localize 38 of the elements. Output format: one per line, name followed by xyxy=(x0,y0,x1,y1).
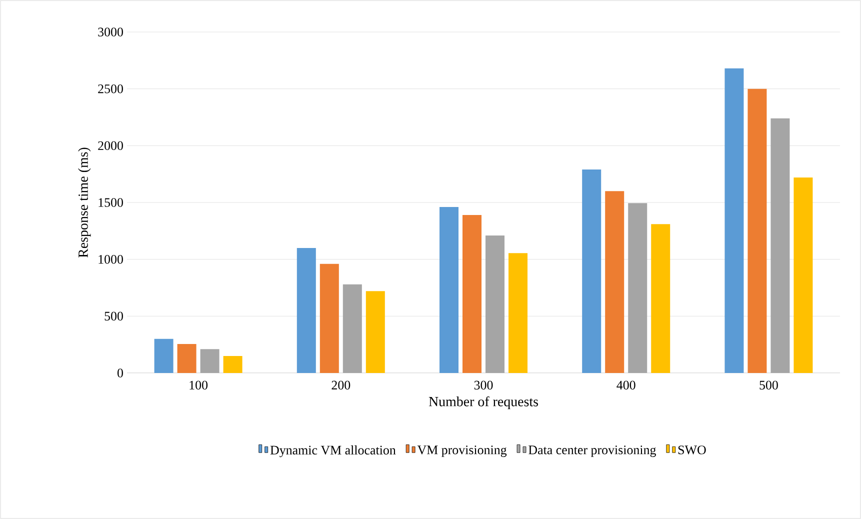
x-tick-label: 500 xyxy=(760,380,778,390)
bar xyxy=(605,191,624,373)
bar xyxy=(770,118,790,373)
x-tick-label: 100 xyxy=(190,380,208,390)
bar xyxy=(462,215,482,373)
y-tick-label: 3000 xyxy=(98,28,123,36)
bar xyxy=(440,207,459,373)
bar xyxy=(320,264,339,373)
bar xyxy=(223,356,242,373)
bar xyxy=(200,349,220,373)
bar xyxy=(154,338,174,373)
bar xyxy=(724,68,744,373)
legend-label: Data center provisioning xyxy=(528,446,656,457)
bar xyxy=(582,170,602,373)
y-tick-label: 1000 xyxy=(98,254,123,264)
x-tick-label: 400 xyxy=(616,380,636,390)
bar xyxy=(366,291,385,373)
bar xyxy=(177,344,196,373)
x-tick-label: 300 xyxy=(474,380,493,390)
bar xyxy=(748,88,767,373)
y-axis-title: Response time (ms) xyxy=(78,148,91,258)
x-axis-title: Number of requests xyxy=(428,396,538,410)
y-tick-label: 0 xyxy=(118,368,123,378)
y-tick-label: 2500 xyxy=(98,84,123,94)
bar xyxy=(296,248,316,373)
bar xyxy=(794,177,813,373)
legend-label: SWO xyxy=(678,446,706,454)
y-tick-label: 1500 xyxy=(98,198,123,207)
y-tick-label: 2000 xyxy=(98,141,123,150)
bar xyxy=(342,284,362,373)
bar xyxy=(628,203,648,373)
x-tick-label: 200 xyxy=(332,380,350,390)
bar xyxy=(508,253,528,373)
y-tick-label: 500 xyxy=(104,312,123,321)
bar xyxy=(486,235,505,373)
legend-label: VM provisioning xyxy=(417,446,507,457)
legend-label: Dynamic VM allocation xyxy=(270,445,396,458)
bar xyxy=(651,224,670,373)
